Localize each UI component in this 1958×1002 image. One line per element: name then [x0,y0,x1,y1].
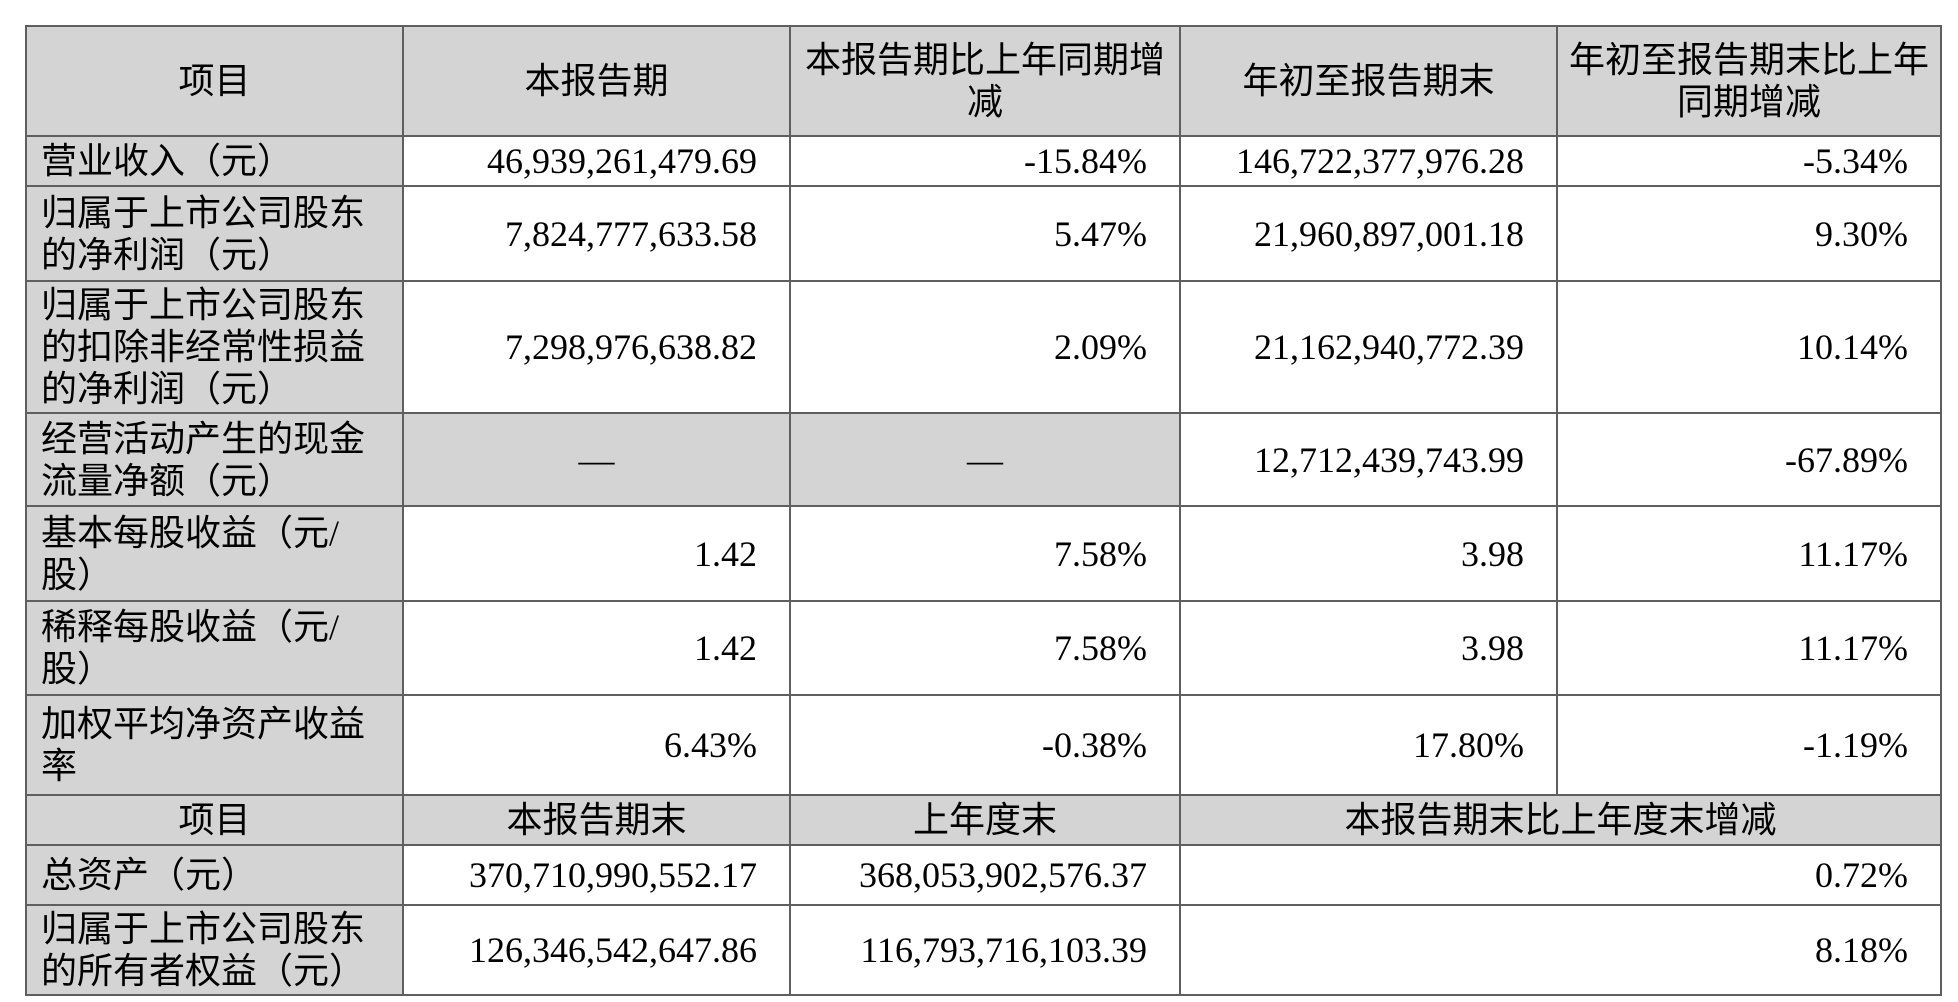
item-label: 经营活动产生的现金流量净额（元） [25,412,404,507]
section2-header-row: 项目 本报告期末 上年度末 本报告期末比上年度末增减 [25,794,1942,846]
value-ytd: 17.80% [1179,694,1558,796]
value-ytd: 3.98 [1179,600,1558,696]
value-yoy: 7.58% [789,600,1181,696]
value-current-dash: — [402,412,791,507]
item-label: 归属于上市公司股东的净利润（元） [25,185,404,282]
value-current: 1.42 [402,600,791,696]
header-prev-year-end: 上年度末 [789,794,1181,846]
value-yoy: -0.38% [789,694,1181,796]
value-ytd: 3.98 [1179,505,1558,602]
item-label: 总资产（元） [25,844,404,906]
value-current: 1.42 [402,505,791,602]
item-label: 稀释每股收益（元/股） [25,600,404,696]
value-ytd-yoy: 10.14% [1556,280,1942,414]
header-ytd: 年初至报告期末 [1179,25,1558,137]
item-label: 归属于上市公司股东的扣除非经常性损益的净利润（元） [25,280,404,414]
row-total-assets: 总资产（元） 370,710,990,552.17 368,053,902,57… [25,844,1942,906]
item-label: 归属于上市公司股东的所有者权益（元） [25,904,404,996]
header-item: 项目 [25,25,404,137]
value-change: 8.18% [1179,904,1942,996]
row-basic-eps: 基本每股收益（元/股） 1.42 7.58% 3.98 11.17% [25,505,1942,602]
item-label: 营业收入（元） [25,135,404,187]
value-ytd: 21,960,897,001.18 [1179,185,1558,282]
header-change-vs-prev-year-end: 本报告期末比上年度末增减 [1179,794,1942,846]
value-yoy: 5.47% [789,185,1181,282]
value-change: 0.72% [1179,844,1942,906]
row-equity-attributable: 归属于上市公司股东的所有者权益（元） 126,346,542,647.86 11… [25,904,1942,996]
value-ytd-yoy: 11.17% [1556,600,1942,696]
header-yoy-change: 本报告期比上年同期增减 [789,25,1181,137]
value-ytd-yoy: 11.17% [1556,505,1942,602]
header-period-end: 本报告期末 [402,794,791,846]
header-current-period: 本报告期 [402,25,791,137]
value-ytd-yoy: -67.89% [1556,412,1942,507]
value-ytd-yoy: -5.34% [1556,135,1942,187]
header-item-2: 项目 [25,794,404,846]
value-current: 7,298,976,638.82 [402,280,791,414]
item-label: 基本每股收益（元/股） [25,505,404,602]
financial-summary-table: 项目 本报告期 本报告期比上年同期增减 年初至报告期末 年初至报告期末比上年同期… [25,25,1942,996]
row-weighted-avg-roe: 加权平均净资产收益率 6.43% -0.38% 17.80% -1.19% [25,694,1942,796]
value-ytd-yoy: 9.30% [1556,185,1942,282]
value-ytd: 12,712,439,743.99 [1179,412,1558,507]
value-ytd-yoy: -1.19% [1556,694,1942,796]
value-yoy: 7.58% [789,505,1181,602]
section1-header-row: 项目 本报告期 本报告期比上年同期增减 年初至报告期末 年初至报告期末比上年同期… [25,25,1942,137]
value-prev-year-end: 368,053,902,576.37 [789,844,1181,906]
header-ytd-yoy-change: 年初至报告期末比上年同期增减 [1556,25,1942,137]
value-period-end: 370,710,990,552.17 [402,844,791,906]
value-yoy: 2.09% [789,280,1181,414]
value-yoy-dash: — [789,412,1181,507]
row-diluted-eps: 稀释每股收益（元/股） 1.42 7.58% 3.98 11.17% [25,600,1942,696]
row-net-profit: 归属于上市公司股东的净利润（元） 7,824,777,633.58 5.47% … [25,185,1942,282]
value-yoy: -15.84% [789,135,1181,187]
row-net-profit-excl-nonrecurring: 归属于上市公司股东的扣除非经常性损益的净利润（元） 7,298,976,638.… [25,280,1942,414]
value-current: 6.43% [402,694,791,796]
value-current: 7,824,777,633.58 [402,185,791,282]
value-prev-year-end: 116,793,716,103.39 [789,904,1181,996]
value-current: 46,939,261,479.69 [402,135,791,187]
value-ytd: 146,722,377,976.28 [1179,135,1558,187]
row-operating-revenue: 营业收入（元） 46,939,261,479.69 -15.84% 146,72… [25,135,1942,187]
row-operating-cash-flow: 经营活动产生的现金流量净额（元） — — 12,712,439,743.99 -… [25,412,1942,507]
item-label: 加权平均净资产收益率 [25,694,404,796]
value-period-end: 126,346,542,647.86 [402,904,791,996]
value-ytd: 21,162,940,772.39 [1179,280,1558,414]
